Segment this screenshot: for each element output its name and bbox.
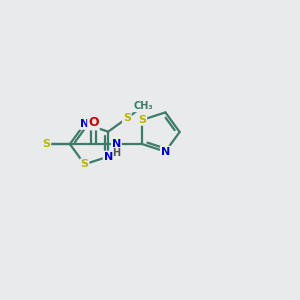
Text: S: S bbox=[138, 115, 146, 125]
Text: O: O bbox=[88, 116, 99, 129]
Text: N: N bbox=[80, 119, 89, 129]
Text: N: N bbox=[161, 147, 170, 157]
Text: S: S bbox=[81, 159, 88, 169]
Text: CH₃: CH₃ bbox=[133, 101, 153, 111]
Text: S: S bbox=[42, 139, 50, 149]
Text: S: S bbox=[123, 113, 131, 123]
Text: N: N bbox=[103, 152, 113, 162]
Text: H: H bbox=[112, 148, 121, 158]
Text: N: N bbox=[112, 139, 121, 149]
